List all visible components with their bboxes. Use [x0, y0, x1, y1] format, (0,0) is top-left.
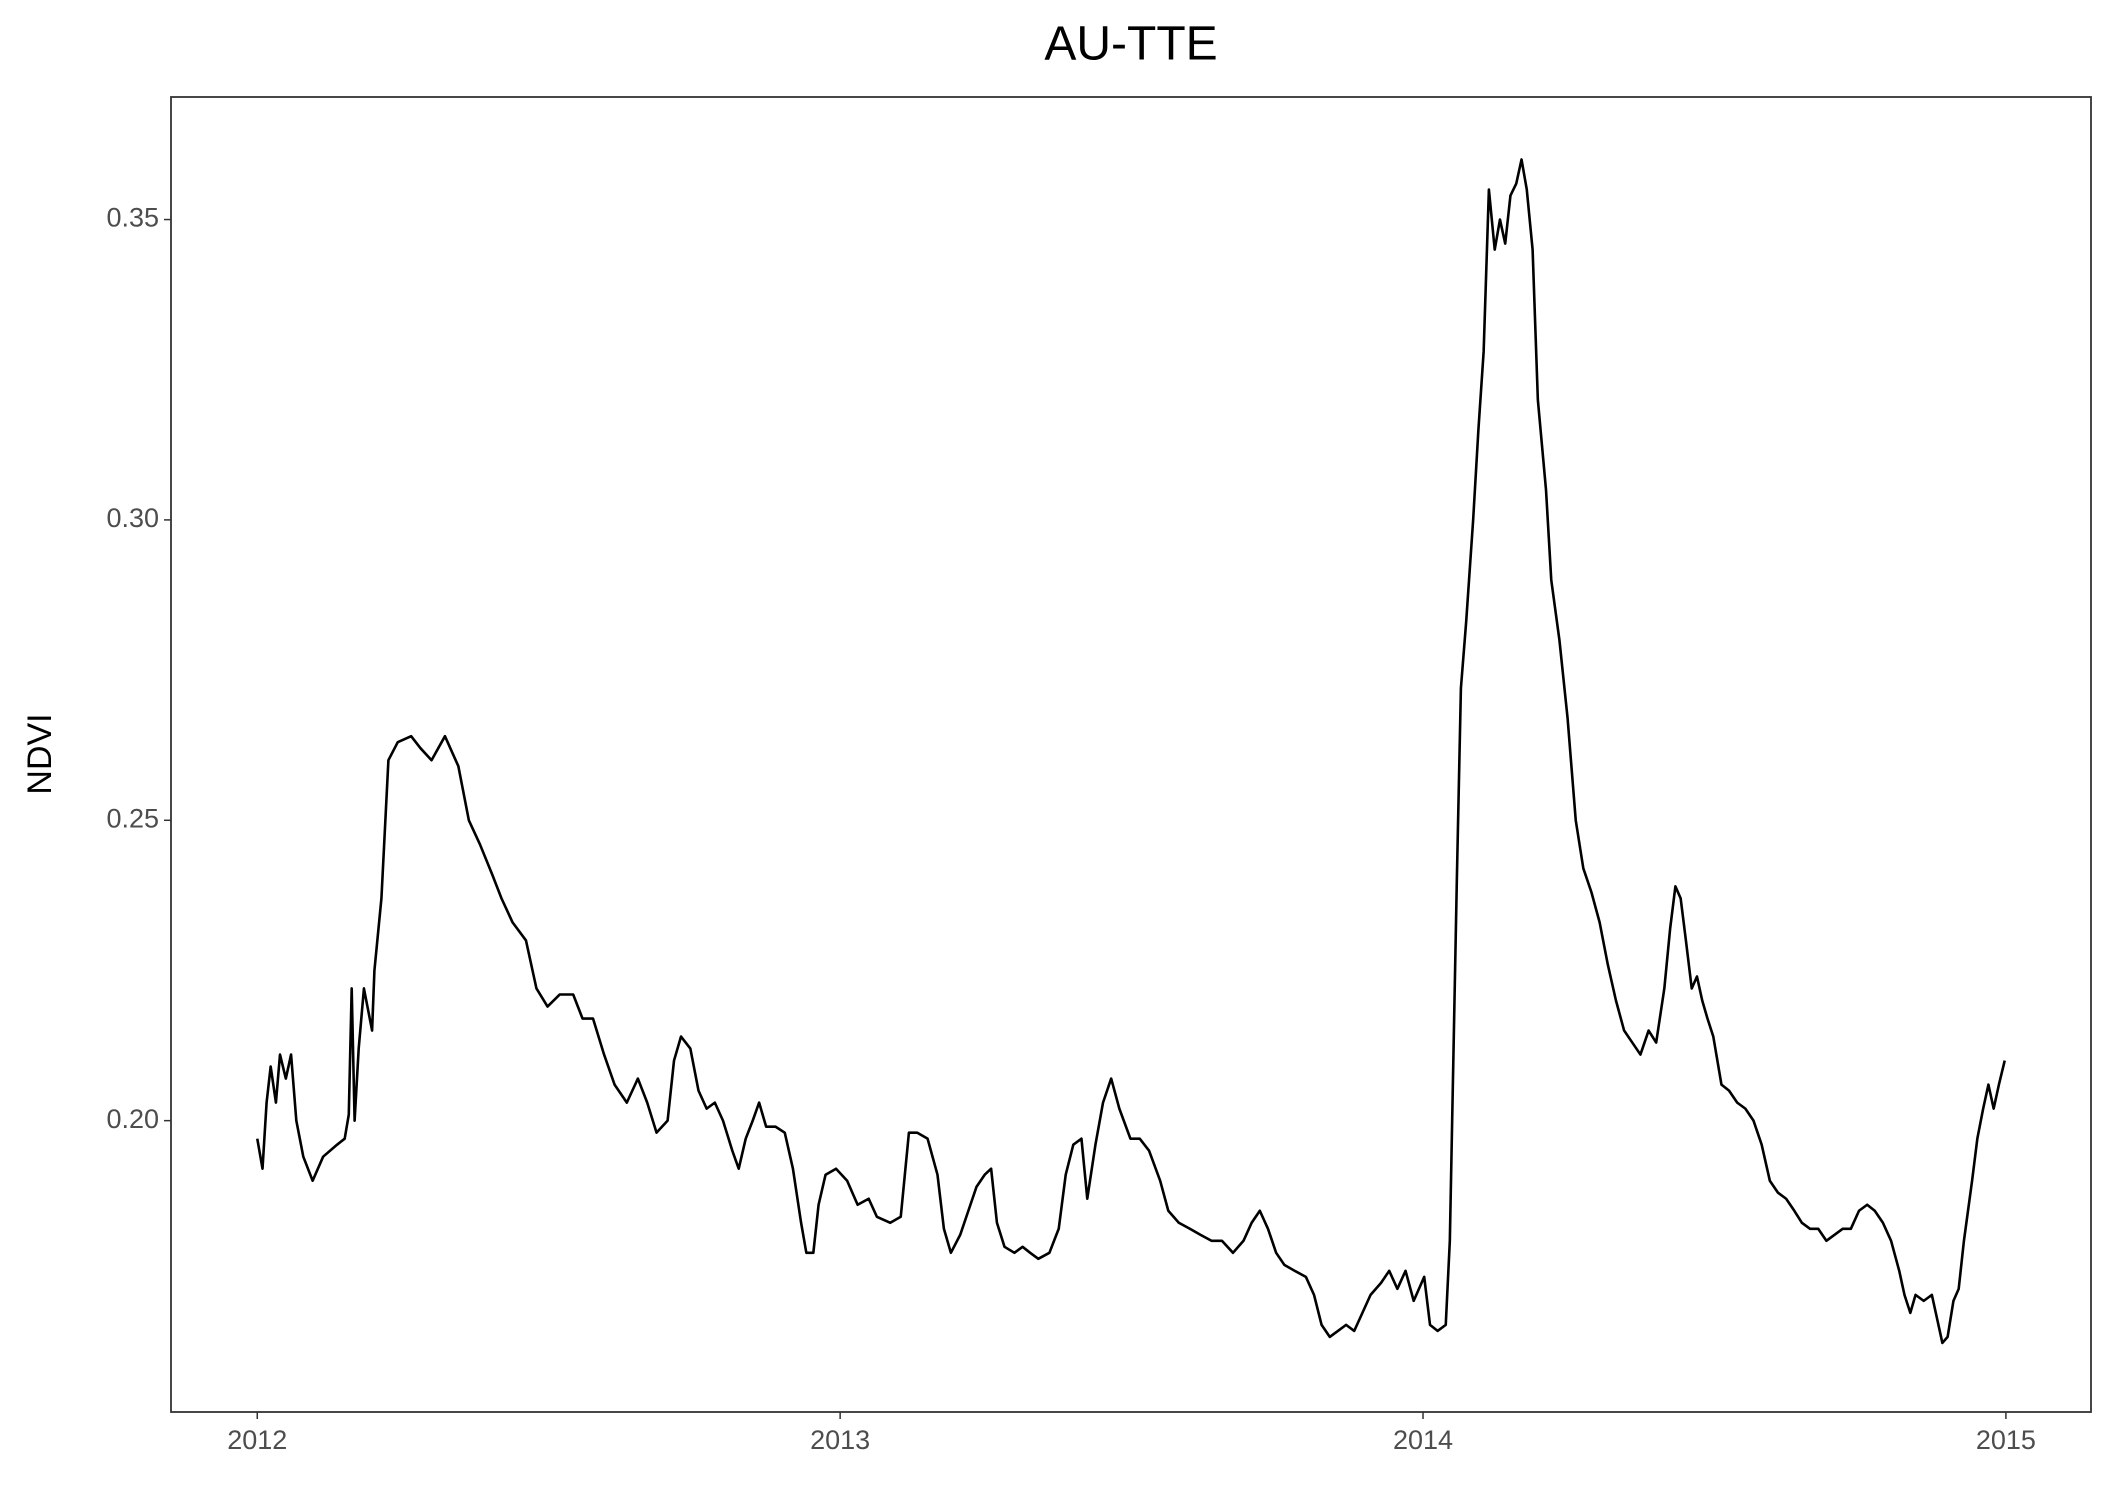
- x-tick-label: 2015: [1976, 1425, 2036, 1455]
- plot-border: [170, 96, 2092, 1413]
- x-tick-label: 2014: [1393, 1425, 1453, 1455]
- y-tick-label: 0.30: [106, 503, 159, 533]
- x-tick-label: 2013: [810, 1425, 870, 1455]
- y-axis-label: NDVI: [21, 713, 59, 794]
- y-tick-label: 0.20: [106, 1104, 159, 1134]
- y-tick-label: 0.25: [106, 803, 159, 833]
- y-tick-label: 0.35: [106, 203, 159, 233]
- data-line: [255, 158, 2006, 1345]
- chart-title: AU-TTE: [1044, 18, 1217, 71]
- x-tick-label: 2012: [227, 1425, 287, 1455]
